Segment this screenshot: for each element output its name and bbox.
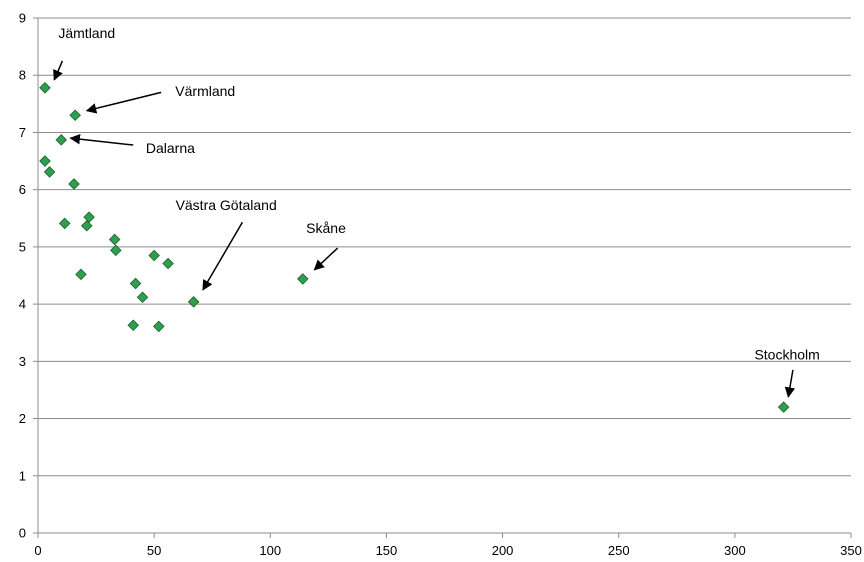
data-point [69, 109, 81, 122]
y-tick-label: 4 [19, 297, 26, 312]
gridlines [38, 17, 851, 477]
data-points [39, 82, 790, 413]
y-tick-label: 9 [19, 11, 26, 26]
y-tick-label: 1 [19, 468, 26, 483]
data-point [162, 257, 174, 270]
data-point [39, 82, 51, 94]
annotation-arrow [69, 133, 134, 146]
x-tick-label: 300 [724, 543, 746, 558]
y-tick-label: 3 [19, 354, 26, 369]
y-tick-label: 0 [19, 526, 26, 541]
annotation-arrow [85, 91, 162, 114]
annotation-label: Jämtland [58, 25, 115, 41]
x-tick-label: 0 [34, 543, 41, 558]
x-tick-label: 150 [376, 543, 398, 558]
data-point [83, 211, 95, 223]
data-point [39, 155, 51, 167]
data-point [43, 166, 56, 178]
data-point [148, 249, 160, 262]
data-point [81, 219, 93, 232]
annotation-label: Stockholm [754, 346, 819, 362]
data-point [108, 233, 121, 246]
data-point [153, 320, 165, 333]
data-point [55, 134, 67, 146]
data-point [136, 291, 149, 304]
annotations: Jämtland Värmland Dalarna Västra Götaland Sk… [53, 25, 820, 398]
annotation-arrow [53, 60, 64, 81]
y-tick-label: 8 [19, 68, 26, 83]
annotation-label: Dalarna [146, 140, 195, 156]
x-tick-label: 200 [492, 543, 514, 558]
data-point [127, 319, 140, 332]
y-tick-label: 6 [19, 182, 26, 197]
annotation-label: Skåne [306, 220, 346, 236]
annotation-arrow [202, 221, 244, 291]
data-point [110, 244, 122, 257]
annotation-label: Västra Götaland [176, 197, 277, 213]
y-tick-label: 7 [19, 125, 26, 140]
y-tick-label: 2 [19, 411, 26, 426]
data-point [187, 296, 200, 308]
x-tick-label: 100 [259, 543, 281, 558]
annotation-arrow [313, 247, 339, 271]
y-tick-label: 5 [19, 239, 26, 254]
x-tick-label: 350 [840, 543, 862, 558]
x-tick-label: 50 [147, 543, 161, 558]
annotation-label: Värmland [175, 83, 235, 99]
axes [33, 17, 852, 538]
data-point [68, 178, 80, 190]
annotation-arrow [784, 369, 796, 398]
data-point [75, 268, 87, 281]
data-point [297, 273, 309, 285]
tick-labels: 0 1 2 3 4 5 6 7 8 9 0 50 100 150 200 250 300 350 [19, 11, 862, 559]
x-tick-label: 250 [608, 543, 630, 558]
data-point [129, 277, 142, 290]
data-point [777, 401, 790, 413]
data-point [58, 217, 71, 230]
